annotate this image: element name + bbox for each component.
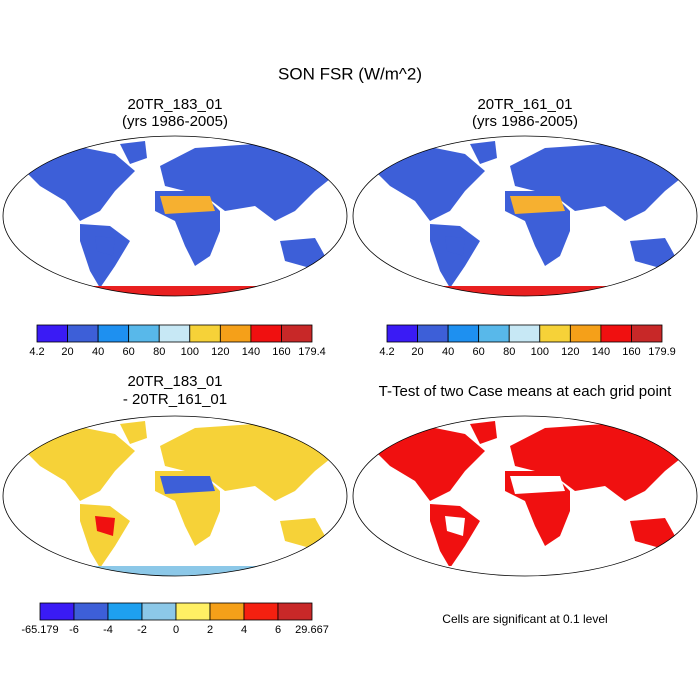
map (353, 136, 697, 298)
map (353, 416, 697, 578)
colorbar-label: 60 (123, 346, 135, 358)
colorbar-label: 179.4 (298, 346, 326, 358)
colorbar-box (128, 324, 160, 343)
colorbar-label: -6 (69, 624, 79, 636)
colorbar-label: 4 (241, 624, 247, 636)
colorbar-box (631, 324, 663, 343)
colorbar-box (250, 324, 282, 343)
colorbar-box (67, 324, 99, 343)
colorbar-box (219, 324, 252, 343)
colorbar-box (386, 324, 418, 343)
colorbar-label: 120 (211, 346, 229, 358)
colorbar-box (417, 324, 449, 343)
colorbar-label: 20 (61, 346, 73, 358)
colorbar-box (107, 602, 143, 621)
colorbar-label: 20 (411, 346, 423, 358)
colorbar-label: 4.2 (379, 346, 394, 358)
colorbar-label: 6 (275, 624, 281, 636)
colorbar-label: 160 (622, 346, 640, 358)
colorbar-box (277, 602, 313, 621)
panel-title: 20TR_183_01 (127, 373, 222, 390)
colorbar-label: -65.179 (21, 624, 58, 636)
panel-title: 20TR_161_01 (477, 96, 572, 113)
colorbar-box (97, 324, 130, 343)
panel-title: T-Test of two Case means at each grid po… (379, 383, 672, 400)
colorbar-box (141, 602, 177, 621)
colorbar-label: 0 (173, 624, 179, 636)
map (3, 136, 347, 298)
panel-subtitle: (yrs 1986-2005) (122, 113, 228, 130)
colorbar-box (447, 324, 480, 343)
colorbar-label: 80 (503, 346, 515, 358)
colorbar-box (189, 324, 221, 343)
colorbar-box (36, 324, 68, 343)
colorbar-label: 80 (153, 346, 165, 358)
note: Cells are significant at 0.1 level (442, 612, 607, 626)
map (3, 416, 347, 578)
colorbar-box (281, 324, 313, 343)
colorbar-label: 140 (242, 346, 260, 358)
colorbar-box (243, 602, 279, 621)
panel-title: 20TR_183_01 (127, 96, 222, 113)
colorbar-box (478, 324, 510, 343)
colorbar-box (73, 602, 109, 621)
colorbar-box (209, 602, 245, 621)
figure-title: SON FSR (W/m^2) (278, 64, 422, 83)
colorbar-label: 179.9 (648, 346, 676, 358)
colorbar-label: -4 (103, 624, 113, 636)
colorbar-label: 120 (561, 346, 579, 358)
colorbar-box (158, 324, 191, 343)
colorbar-label: 40 (442, 346, 454, 358)
colorbar-label: 100 (531, 346, 549, 358)
panel-subtitle: (yrs 1986-2005) (472, 113, 578, 130)
colorbar-box (569, 324, 602, 343)
colorbar-box (39, 602, 75, 621)
colorbar-box (508, 324, 541, 343)
colorbar-box (539, 324, 571, 343)
colorbar-label: 29.667 (295, 624, 329, 636)
colorbar-box (175, 602, 211, 621)
colorbar-label: 60 (473, 346, 485, 358)
colorbar-label: 4.2 (29, 346, 44, 358)
colorbar-label: 100 (181, 346, 199, 358)
colorbar-label: 160 (272, 346, 290, 358)
colorbar-label: 2 (207, 624, 213, 636)
colorbar-label: 40 (92, 346, 104, 358)
colorbar-box (600, 324, 632, 343)
colorbar-label: -2 (137, 624, 147, 636)
panel-subtitle: - 20TR_161_01 (123, 391, 227, 408)
colorbar-label: 140 (592, 346, 610, 358)
